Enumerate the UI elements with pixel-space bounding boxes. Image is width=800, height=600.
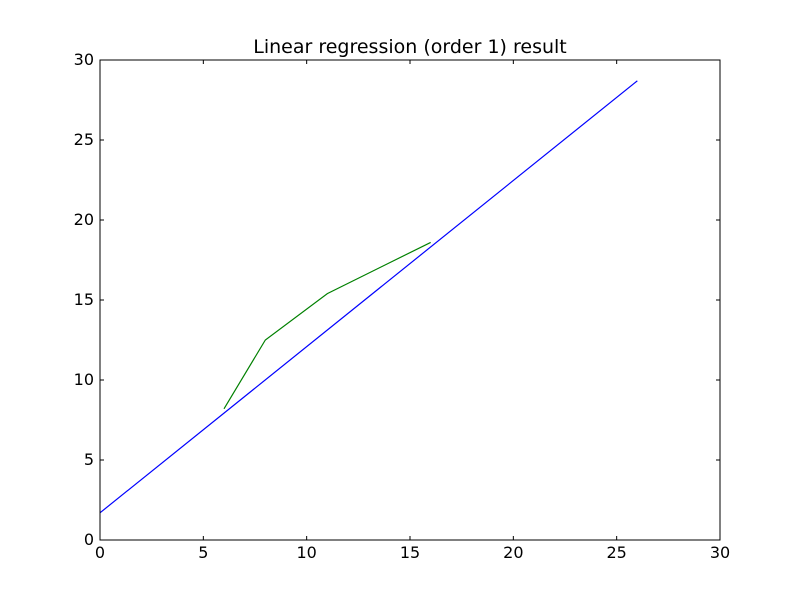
plot-frame — [99, 59, 721, 541]
y-tick-label: 5 — [84, 450, 94, 469]
y-tick-label: 30 — [74, 50, 94, 69]
y-tick-label: 10 — [74, 370, 94, 389]
x-tick-label: 15 — [400, 543, 420, 562]
y-tick-label: 20 — [74, 210, 94, 229]
series-line-2 — [223, 241, 431, 410]
x-tick-label: 0 — [95, 543, 105, 562]
y-tick-label: 0 — [84, 530, 94, 549]
x-tick-label: 5 — [198, 543, 208, 562]
y-tick-label: 25 — [74, 130, 94, 149]
x-tick-label: 25 — [606, 543, 626, 562]
x-tick-label: 10 — [296, 543, 316, 562]
chart-title: Linear regression (order 1) result — [253, 36, 567, 58]
x-tick-label: 20 — [503, 543, 523, 562]
x-tick-label: 30 — [710, 543, 730, 562]
series-layer — [99, 80, 638, 514]
series-line-1 — [99, 80, 638, 514]
y-tick-label: 15 — [74, 290, 94, 309]
